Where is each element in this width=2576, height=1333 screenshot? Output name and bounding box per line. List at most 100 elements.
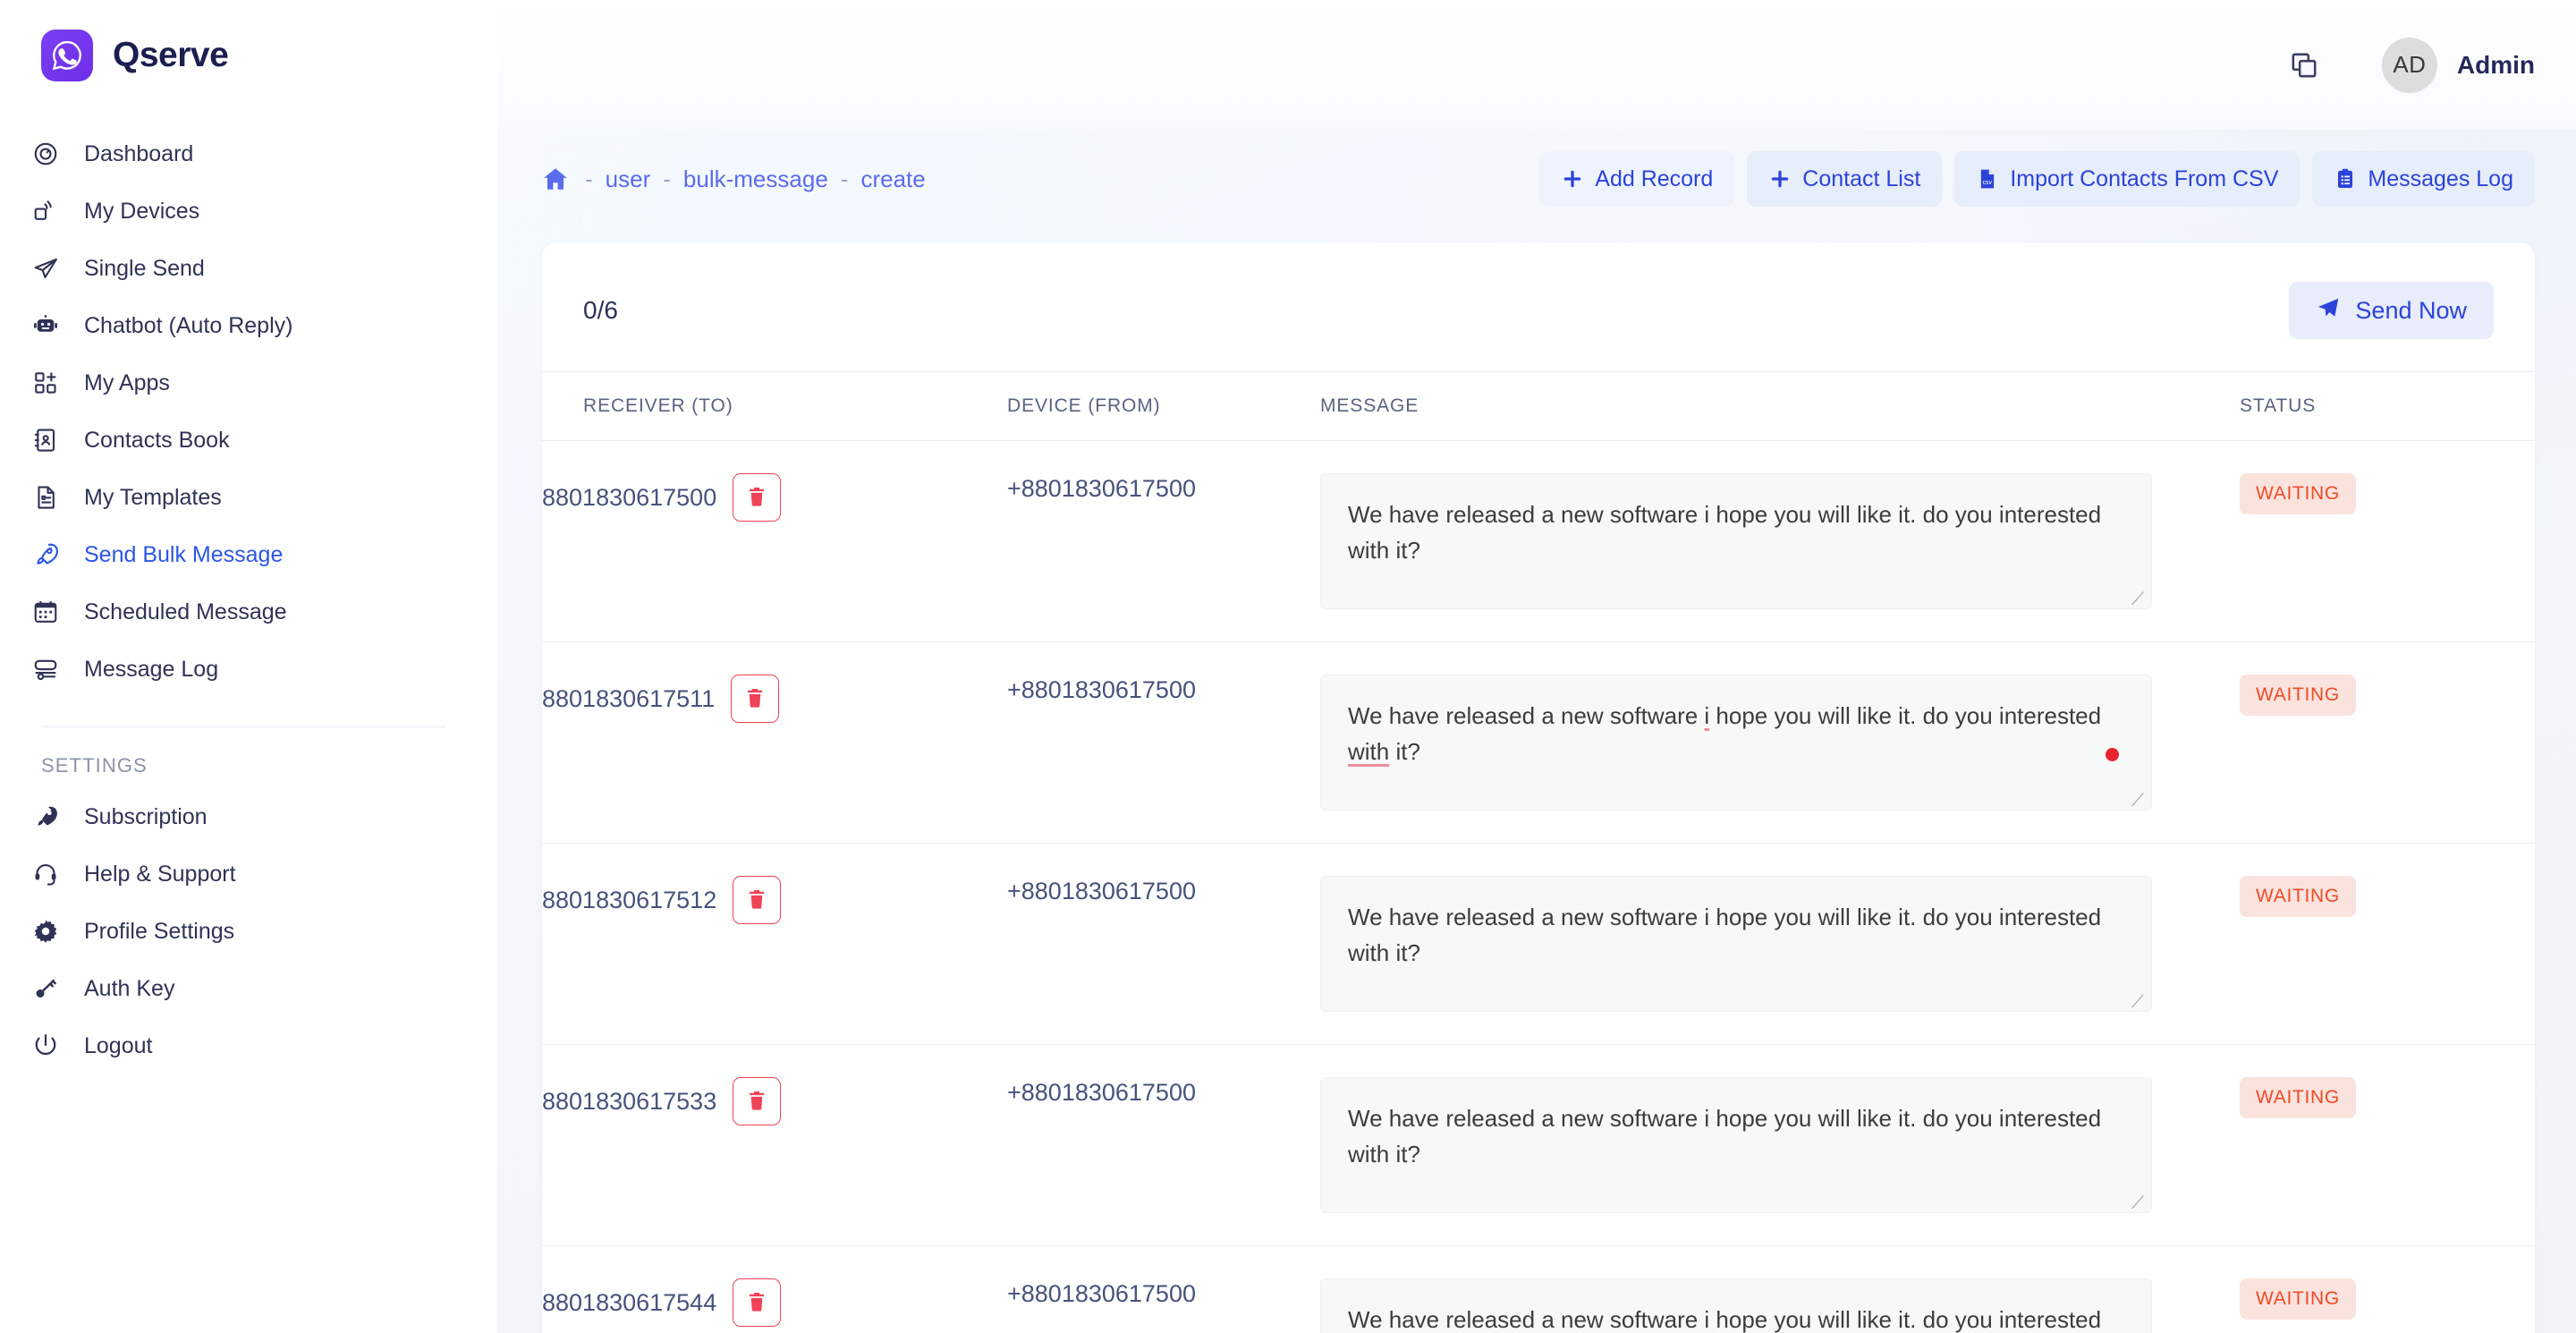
contact-list-button[interactable]: Contact List: [1747, 151, 1943, 207]
breadcrumb-item-user[interactable]: user: [605, 165, 651, 192]
status-badge: WAITING: [2240, 675, 2356, 716]
sidebar-item-label: My Devices: [84, 198, 200, 224]
brand-name: Qserve: [113, 36, 229, 74]
delete-row-button[interactable]: [733, 1278, 782, 1327]
sidebar-item-help-support[interactable]: Help & Support: [0, 845, 497, 903]
sidebar-divider: [41, 726, 445, 727]
add-record-button[interactable]: Add Record: [1539, 151, 1735, 207]
sidebar-item-message-log[interactable]: Message Log: [0, 641, 497, 698]
document-icon: [30, 482, 61, 513]
resize-handle[interactable]: ⟋: [2131, 590, 2144, 609]
plus-icon: [1561, 167, 1584, 191]
table-row: 8801830617544: [542, 1245, 2535, 1333]
sidebar-item-auth-key[interactable]: Auth Key: [0, 960, 497, 1017]
breadcrumb-action-row: - user - bulk-message - create Add Recor…: [497, 130, 2576, 208]
resize-handle[interactable]: ⟋: [2131, 1193, 2144, 1213]
plus-icon: [1768, 167, 1792, 191]
status-badge: WAITING: [2240, 876, 2356, 917]
rocket-icon: [30, 539, 61, 570]
gauge-icon: [30, 139, 61, 169]
home-icon[interactable]: [542, 166, 569, 192]
sidebar-item-label: Contacts Book: [84, 427, 230, 453]
messages-log-button[interactable]: Messages Log: [2312, 151, 2535, 207]
import-contacts-csv-button[interactable]: csv Import Contacts From CSV: [1954, 151, 2301, 207]
sidebar-item-label: Message Log: [84, 656, 219, 682]
message-textarea[interactable]: We have released a new software i hope y…: [1320, 1077, 2152, 1213]
table-row: 8801830617500: [542, 440, 2535, 642]
table-body: 8801830617500: [542, 440, 2535, 1333]
copy-icon[interactable]: [2284, 45, 2325, 86]
status-badge: WAITING: [2240, 1278, 2356, 1320]
table-row: 8801830617512: [542, 843, 2535, 1045]
sidebar-item-send-bulk-message[interactable]: Send Bulk Message: [0, 526, 497, 583]
sidebar-item-label: My Templates: [84, 484, 222, 510]
receiver-number: 8801830617544: [542, 1288, 717, 1316]
trash-icon: [745, 1290, 768, 1316]
breadcrumb-separator: -: [585, 165, 593, 192]
cell-receiver: 8801830617512: [542, 843, 1007, 1045]
cell-status: WAITING: [2240, 843, 2535, 1045]
headset-icon: [30, 859, 61, 889]
column-header-receiver: RECEIVER (TO): [542, 371, 1007, 441]
cell-receiver: 8801830617544: [542, 1245, 1007, 1333]
trash-icon: [745, 887, 768, 913]
user-menu[interactable]: AD Admin: [2381, 37, 2535, 93]
receiver-number: 8801830617500: [542, 483, 717, 511]
message-text: We have released a new software i hope y…: [1348, 702, 2102, 765]
device-number: +8801830617500: [1007, 475, 1196, 502]
delete-row-button[interactable]: [733, 876, 782, 924]
trash-icon: [745, 485, 768, 511]
sidebar-item-contacts-book[interactable]: Contacts Book: [0, 412, 497, 469]
action-bar: Add Record Contact List: [1539, 151, 2535, 207]
brand[interactable]: Qserve: [0, 0, 497, 81]
sidebar-item-scheduled-message[interactable]: Scheduled Message: [0, 583, 497, 641]
resize-handle[interactable]: ⟋: [2131, 992, 2144, 1012]
breadcrumb-separator: -: [840, 165, 849, 192]
sidebar-item-single-send[interactable]: Single Send: [0, 240, 497, 297]
rocket-icon: [30, 802, 61, 832]
message-text: We have released a new software i hope y…: [1348, 501, 2102, 564]
csv-file-icon: csv: [1976, 167, 1999, 191]
table-head: RECEIVER (TO) DEVICE (FROM) MESSAGE STAT…: [542, 371, 2535, 441]
chat-log-icon: [30, 654, 61, 684]
whatsapp-icon: [41, 30, 93, 81]
cell-device: +8801830617500: [1007, 1044, 1320, 1246]
sidebar-section-settings-title: SETTINGS: [41, 754, 148, 777]
sidebar-item-label: Single Send: [84, 255, 205, 281]
status-badge: WAITING: [2240, 473, 2356, 514]
send-now-button[interactable]: Send Now: [2289, 282, 2494, 339]
table-header-row: RECEIVER (TO) DEVICE (FROM) MESSAGE STAT…: [542, 371, 2535, 441]
message-textarea[interactable]: We have released a new software i hope y…: [1320, 876, 2152, 1012]
breadcrumb-item-create[interactable]: create: [860, 165, 926, 192]
messages-log-label: Messages Log: [2368, 166, 2513, 191]
sidebar-item-dashboard[interactable]: Dashboard: [0, 125, 497, 183]
message-textarea[interactable]: We have released a new software i hope y…: [1320, 473, 2152, 609]
sidebar-item-my-templates[interactable]: My Templates: [0, 469, 497, 526]
resize-handle[interactable]: ⟋: [2131, 791, 2144, 811]
table-row: 8801830617533: [542, 1044, 2535, 1246]
status-badge: WAITING: [2240, 1077, 2356, 1118]
calendar-icon: [30, 597, 61, 627]
sidebar-item-my-devices[interactable]: My Devices: [0, 183, 497, 240]
delete-row-button[interactable]: [731, 675, 780, 723]
import-contacts-csv-label: Import Contacts From CSV: [2010, 166, 2279, 191]
message-textarea[interactable]: We have released a new software i hope y…: [1320, 675, 2152, 811]
message-textarea[interactable]: We have released a new software i hope y…: [1320, 1278, 2152, 1333]
sidebar-item-label: Auth Key: [84, 975, 175, 1001]
sidebar-item-profile-settings[interactable]: Profile Settings: [0, 903, 497, 960]
delete-row-button[interactable]: [733, 473, 782, 522]
cell-message: We have released a new software i hope y…: [1320, 641, 2240, 844]
delete-row-button[interactable]: [733, 1077, 782, 1125]
sidebar-item-my-apps[interactable]: My Apps: [0, 354, 497, 412]
sidebar-item-logout[interactable]: Logout: [0, 1017, 497, 1074]
message-text: We have released a new software i hope y…: [1348, 1105, 2102, 1167]
topbar: AD Admin: [497, 0, 2576, 130]
cell-device: +8801830617500: [1007, 1245, 1320, 1333]
cell-status: WAITING: [2240, 641, 2535, 844]
cell-message: We have released a new software i hope y…: [1320, 440, 2240, 642]
cell-message: We have released a new software i hope y…: [1320, 1245, 2240, 1333]
breadcrumb-item-bulk-message[interactable]: bulk-message: [682, 165, 828, 192]
sidebar-item-chatbot[interactable]: Chatbot (Auto Reply): [0, 297, 497, 354]
sidebar-item-subscription[interactable]: Subscription: [0, 788, 497, 845]
